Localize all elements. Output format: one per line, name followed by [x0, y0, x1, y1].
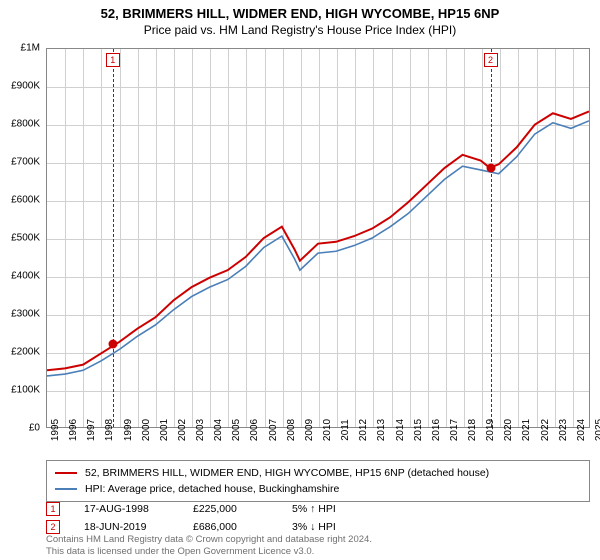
x-tick-label: 1997: [86, 419, 97, 441]
x-tick-label: 2010: [322, 419, 333, 441]
x-tick-label: 2006: [249, 419, 260, 441]
x-tick-label: 1995: [50, 419, 61, 441]
x-tick-label: 2023: [558, 419, 569, 441]
x-tick-label: 2025: [594, 419, 600, 441]
y-tick-label: £600K: [11, 195, 40, 206]
x-tick-label: 2008: [286, 419, 297, 441]
line-series: [47, 49, 589, 427]
y-tick-label: £800K: [11, 119, 40, 130]
x-tick-label: 2024: [576, 419, 587, 441]
chart-subtitle: Price paid vs. HM Land Registry's House …: [10, 23, 590, 37]
x-tick-label: 2004: [213, 419, 224, 441]
event-vline: [491, 49, 492, 427]
event-row-marker: 2: [46, 520, 60, 534]
x-tick-label: 2007: [268, 419, 279, 441]
y-tick-label: £900K: [11, 81, 40, 92]
legend-row: HPI: Average price, detached house, Buck…: [55, 481, 581, 497]
x-tick-label: 2009: [304, 419, 315, 441]
x-tick-label: 2017: [449, 419, 460, 441]
event-marker-box: 1: [106, 53, 120, 67]
x-tick-label: 2016: [431, 419, 442, 441]
event-date: 17-AUG-1998: [84, 500, 169, 518]
event-table: 117-AUG-1998£225,0005% ↑ HPI218-JUN-2019…: [46, 500, 590, 536]
legend-label: HPI: Average price, detached house, Buck…: [85, 481, 339, 497]
series-line: [47, 121, 589, 376]
x-axis: 1995199619971998199920002001200220032004…: [46, 430, 590, 460]
legend: 52, BRIMMERS HILL, WIDMER END, HIGH WYCO…: [46, 460, 590, 502]
plot-area: 12: [46, 48, 590, 428]
y-tick-label: £500K: [11, 233, 40, 244]
legend-label: 52, BRIMMERS HILL, WIDMER END, HIGH WYCO…: [85, 465, 489, 481]
x-tick-label: 1998: [104, 419, 115, 441]
x-tick-label: 2021: [521, 419, 532, 441]
x-tick-label: 2001: [159, 419, 170, 441]
event-price: £225,000: [193, 500, 268, 518]
x-tick-label: 2011: [340, 419, 351, 441]
footer-attribution: Contains HM Land Registry data © Crown c…: [46, 534, 590, 558]
x-tick-label: 2015: [413, 419, 424, 441]
event-pct: 5% ↑ HPI: [292, 500, 372, 518]
y-tick-label: £400K: [11, 271, 40, 282]
series-line: [47, 111, 589, 370]
event-row: 1 17-AUG-1998 £225,000 5% ↑ HPI: [46, 500, 590, 518]
event-row-marker: 1: [46, 502, 60, 516]
y-tick-label: £100K: [11, 385, 40, 396]
event-marker-box: 2: [484, 53, 498, 67]
y-tick-label: £0: [29, 423, 40, 434]
x-tick-label: 2018: [467, 419, 478, 441]
legend-swatch: [55, 488, 77, 490]
x-tick-label: 1999: [123, 419, 134, 441]
y-axis: £0£100K£200K£300K£400K£500K£600K£700K£80…: [0, 48, 44, 428]
event-dot: [486, 164, 495, 173]
x-tick-label: 2019: [485, 419, 496, 441]
x-tick-label: 2014: [395, 419, 406, 441]
x-tick-label: 1996: [68, 419, 79, 441]
event-dot: [108, 339, 117, 348]
legend-swatch: [55, 472, 77, 474]
x-tick-label: 2005: [231, 419, 242, 441]
chart-container: 52, BRIMMERS HILL, WIDMER END, HIGH WYCO…: [0, 0, 600, 560]
x-tick-label: 2013: [376, 419, 387, 441]
x-tick-label: 2000: [141, 419, 152, 441]
y-tick-label: £200K: [11, 347, 40, 358]
x-tick-label: 2022: [540, 419, 551, 441]
footer-line-1: Contains HM Land Registry data © Crown c…: [46, 534, 590, 546]
y-tick-label: £300K: [11, 309, 40, 320]
footer-line-2: This data is licensed under the Open Gov…: [46, 546, 590, 558]
y-tick-label: £1M: [21, 43, 40, 54]
x-tick-label: 2003: [195, 419, 206, 441]
x-tick-label: 2012: [358, 419, 369, 441]
chart-title: 52, BRIMMERS HILL, WIDMER END, HIGH WYCO…: [10, 6, 590, 21]
legend-row: 52, BRIMMERS HILL, WIDMER END, HIGH WYCO…: [55, 465, 581, 481]
x-tick-label: 2002: [177, 419, 188, 441]
event-vline: [113, 49, 114, 427]
x-tick-label: 2020: [503, 419, 514, 441]
y-tick-label: £700K: [11, 157, 40, 168]
